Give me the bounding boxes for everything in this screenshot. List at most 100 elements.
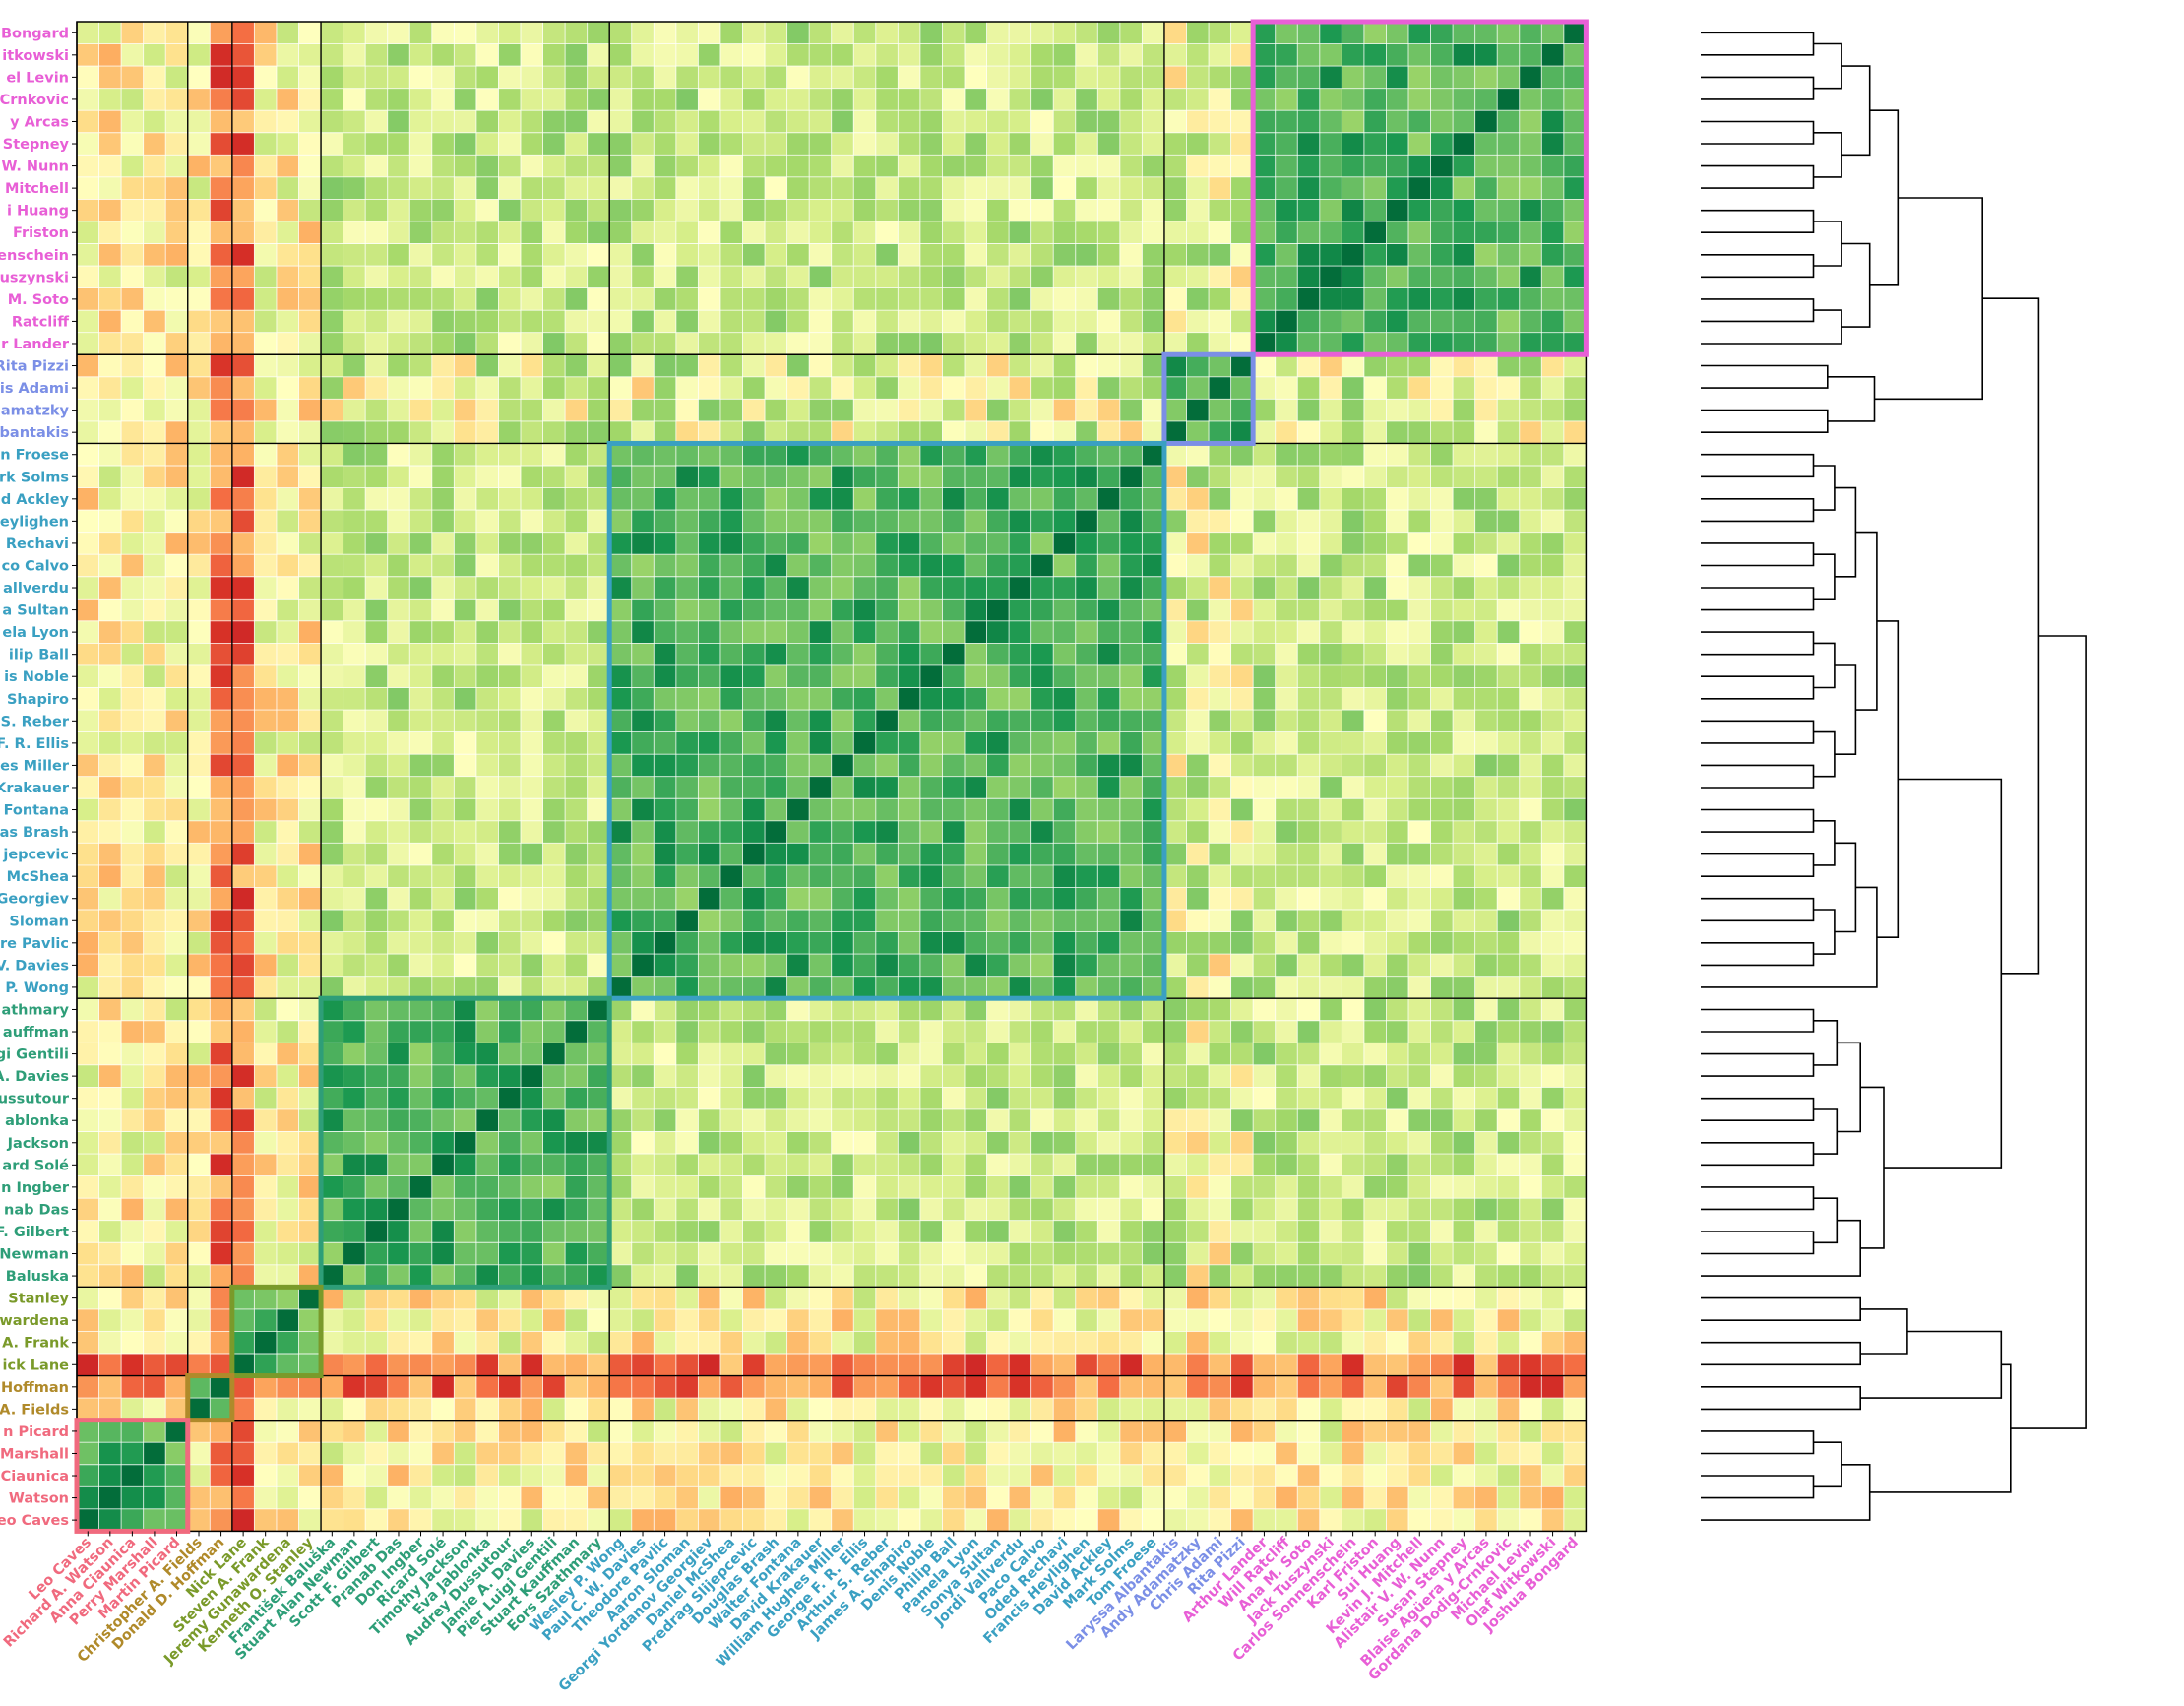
heatmap-cell <box>919 798 943 822</box>
heatmap-cell <box>965 554 987 578</box>
heatmap-cell <box>143 1108 166 1132</box>
heatmap-cell <box>609 1175 633 1199</box>
heatmap-cell <box>1297 266 1321 288</box>
heatmap-cell <box>1430 132 1454 156</box>
heatmap-cell <box>631 1508 655 1532</box>
heatmap-cell <box>986 976 1010 999</box>
heatmap-cell <box>698 1108 721 1132</box>
heatmap-cell <box>1297 776 1321 799</box>
heatmap-cell <box>254 1131 278 1155</box>
heatmap-cell <box>387 731 410 755</box>
heatmap-cell <box>719 620 743 644</box>
heatmap-cell <box>77 1108 99 1132</box>
heatmap-cell <box>1097 443 1121 467</box>
heatmap-cell <box>1386 1131 1409 1155</box>
heatmap-cell <box>565 88 588 111</box>
heatmap-cell <box>1363 110 1387 134</box>
heatmap-cell <box>1342 199 1365 222</box>
heatmap-cell <box>387 155 410 178</box>
heatmap-cell <box>165 731 189 755</box>
heatmap-cell <box>675 1331 699 1355</box>
heatmap-cell <box>831 332 854 355</box>
heatmap-cell <box>1430 466 1454 488</box>
heatmap-cell <box>1563 843 1587 866</box>
heatmap-cell <box>1497 22 1521 44</box>
heatmap-cell <box>765 1108 787 1132</box>
heatmap-cell <box>1097 287 1121 311</box>
heatmap-cell <box>387 599 410 622</box>
heatmap-cell <box>1563 1464 1587 1487</box>
heatmap-cell <box>498 887 522 911</box>
heatmap-cell <box>587 687 610 711</box>
heatmap-cell <box>631 332 655 355</box>
heatmap-cell <box>1186 155 1210 178</box>
heatmap-cell <box>1230 776 1254 799</box>
heatmap-cell <box>719 1420 743 1443</box>
heatmap-cell <box>1453 110 1475 134</box>
heatmap-cell <box>165 1442 189 1466</box>
heatmap-cell <box>1519 1198 1542 1221</box>
heatmap-cell <box>1319 1175 1342 1199</box>
heatmap-cell <box>210 1131 233 1155</box>
heatmap-cell <box>965 532 987 555</box>
heatmap-cell <box>254 576 278 600</box>
heatmap-cell <box>1253 221 1276 244</box>
heatmap-cell <box>675 1264 699 1288</box>
heatmap-cell <box>986 1442 1010 1466</box>
heatmap-cell <box>698 1064 721 1088</box>
heatmap-cell <box>231 931 255 955</box>
heatmap-cell <box>187 266 211 288</box>
heatmap-cell <box>609 1043 633 1066</box>
heatmap-cell <box>698 510 721 533</box>
heatmap-cell <box>919 554 943 578</box>
heatmap-cell <box>587 731 610 755</box>
heatmap-cell <box>654 443 677 467</box>
heatmap-cell <box>765 798 787 822</box>
heatmap-cell <box>1563 1020 1587 1043</box>
heatmap-cell <box>565 820 588 844</box>
heatmap-cell <box>1209 354 1231 378</box>
heatmap-cell <box>942 443 966 467</box>
heatmap-cell <box>387 310 410 333</box>
heatmap-cell <box>698 332 721 355</box>
heatmap-cell <box>231 798 255 822</box>
heatmap-cell <box>853 843 877 866</box>
heatmap-cell <box>98 1131 122 1155</box>
heatmap-cell <box>898 1420 921 1443</box>
heatmap-cell <box>831 1242 854 1266</box>
heatmap-cell <box>1541 664 1565 688</box>
heatmap-cell <box>1275 1442 1298 1466</box>
heatmap-cell <box>98 466 122 488</box>
heatmap-cell <box>942 243 966 267</box>
heatmap-cell <box>1541 287 1565 311</box>
heatmap-cell <box>1541 510 1565 533</box>
heatmap-cell <box>143 998 166 1022</box>
heatmap-cell <box>919 998 943 1022</box>
heatmap-cell <box>1563 88 1587 111</box>
heatmap-cell <box>1386 931 1409 955</box>
heatmap-cell <box>1075 954 1098 977</box>
heatmap-cell <box>831 399 854 422</box>
heatmap-cell <box>1363 243 1387 267</box>
heatmap-cell <box>1342 998 1365 1022</box>
heatmap-cell <box>1142 687 1165 711</box>
heatmap-cell <box>698 466 721 488</box>
heatmap-cell <box>1253 754 1276 777</box>
heatmap-cell <box>831 643 854 666</box>
heatmap-cell <box>719 1064 743 1088</box>
heatmap-cell <box>321 1464 343 1487</box>
heatmap-cell <box>276 931 299 955</box>
heatmap-cell <box>365 1220 388 1243</box>
heatmap-cell <box>165 620 189 644</box>
row-label: nab Das <box>4 1202 69 1218</box>
heatmap-cell <box>1430 354 1454 378</box>
heatmap-cell <box>565 1420 588 1443</box>
heatmap-cell <box>698 266 721 288</box>
heatmap-cell <box>853 1020 877 1043</box>
heatmap-cell <box>121 332 144 355</box>
heatmap-cell <box>698 1175 721 1199</box>
heatmap-cell <box>1319 1198 1342 1221</box>
heatmap-cell <box>498 710 522 732</box>
heatmap-cell <box>187 1020 211 1043</box>
